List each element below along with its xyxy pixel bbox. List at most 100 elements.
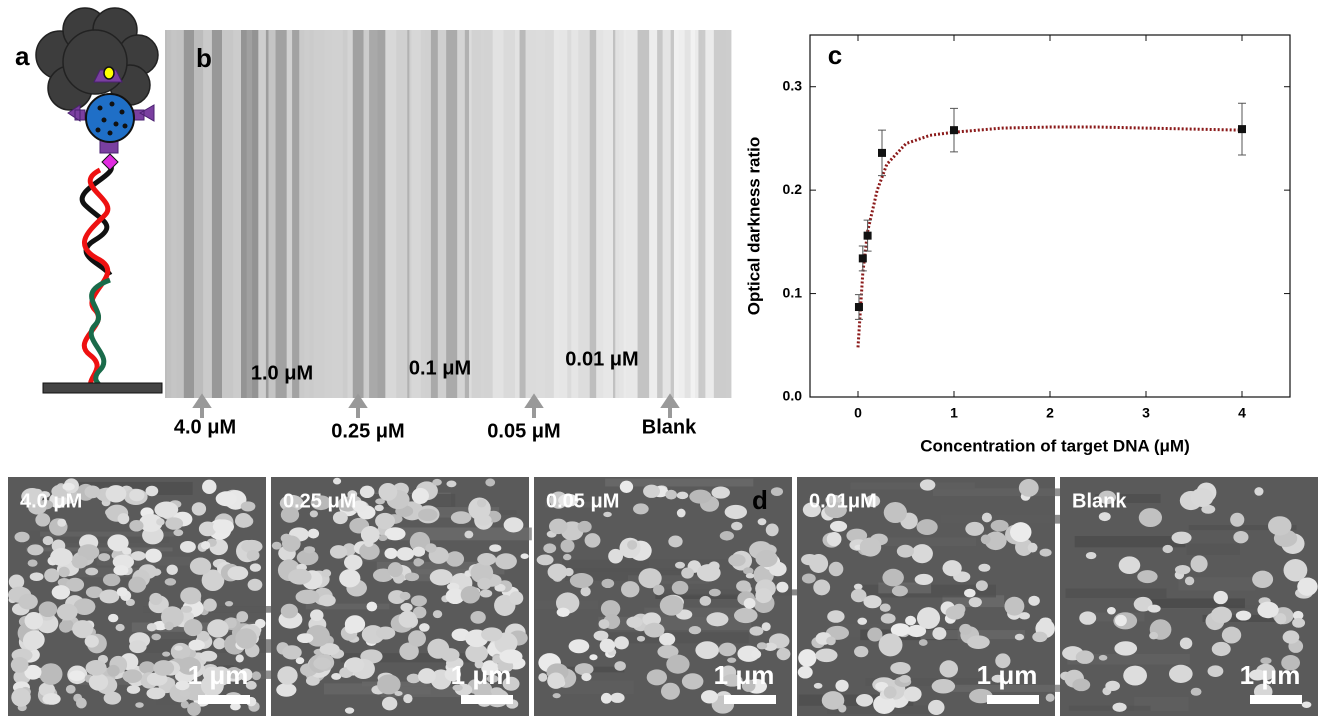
data-point bbox=[858, 254, 867, 263]
particle bbox=[826, 636, 836, 646]
particle bbox=[547, 672, 565, 689]
strip-band bbox=[347, 30, 354, 398]
strip-band bbox=[649, 30, 658, 398]
particle bbox=[113, 565, 129, 576]
particle bbox=[733, 607, 758, 624]
strip-band bbox=[377, 30, 386, 398]
plot-frame bbox=[809, 34, 1291, 398]
particle bbox=[226, 667, 242, 679]
particle bbox=[824, 502, 847, 519]
arrow bbox=[348, 393, 368, 418]
particle bbox=[332, 511, 348, 525]
particle bbox=[676, 491, 689, 500]
particle bbox=[975, 580, 988, 591]
particle bbox=[404, 572, 420, 582]
particle bbox=[681, 673, 704, 690]
particle bbox=[919, 479, 936, 491]
strip-label: 0.05 μM bbox=[487, 420, 560, 442]
strip-band bbox=[678, 30, 686, 398]
particle bbox=[659, 595, 684, 616]
particle bbox=[736, 580, 751, 592]
particle bbox=[409, 531, 431, 553]
particle bbox=[538, 673, 548, 682]
particle bbox=[189, 557, 212, 575]
particle bbox=[329, 545, 348, 559]
texture-band bbox=[655, 593, 764, 599]
particle bbox=[364, 540, 374, 548]
particle bbox=[245, 680, 257, 690]
particle bbox=[600, 600, 621, 618]
particle bbox=[1190, 555, 1208, 573]
strip-band bbox=[437, 30, 447, 398]
particle bbox=[1045, 693, 1055, 702]
particle bbox=[235, 654, 244, 663]
particle bbox=[728, 554, 746, 567]
particle bbox=[802, 502, 821, 518]
particle bbox=[826, 531, 842, 547]
particle bbox=[581, 672, 592, 682]
particle bbox=[756, 642, 768, 650]
strip-label: 1.0 μM bbox=[251, 362, 313, 384]
particle bbox=[745, 573, 755, 579]
particle bbox=[911, 544, 933, 564]
strip-band bbox=[352, 30, 365, 398]
particle bbox=[846, 528, 868, 543]
particle bbox=[643, 484, 661, 498]
texture-band bbox=[380, 686, 484, 698]
particle bbox=[154, 501, 179, 518]
particle bbox=[1292, 617, 1306, 628]
particle bbox=[50, 548, 73, 566]
particle bbox=[798, 649, 817, 667]
particle bbox=[313, 657, 332, 670]
texture-band bbox=[661, 589, 813, 596]
particle bbox=[27, 544, 44, 556]
particle bbox=[378, 482, 398, 501]
particle bbox=[883, 686, 897, 699]
particle bbox=[122, 669, 143, 683]
scale-bar bbox=[1250, 695, 1302, 704]
particle bbox=[281, 535, 301, 552]
particle bbox=[665, 489, 677, 500]
particle bbox=[503, 517, 524, 533]
texture-band bbox=[1084, 612, 1145, 622]
particle bbox=[279, 494, 304, 512]
particle bbox=[563, 553, 572, 561]
particle bbox=[277, 666, 298, 685]
particle bbox=[318, 594, 336, 607]
arrow bbox=[524, 393, 544, 418]
particle bbox=[481, 627, 503, 642]
particle bbox=[801, 573, 816, 584]
strip-band bbox=[420, 30, 426, 398]
particle bbox=[476, 498, 487, 508]
strip-band bbox=[603, 30, 614, 398]
particle bbox=[146, 623, 157, 632]
particle bbox=[68, 670, 85, 682]
x-tick-label: 0 bbox=[854, 405, 862, 421]
strip-band bbox=[324, 30, 333, 398]
strip-band bbox=[637, 30, 650, 398]
particle bbox=[103, 691, 122, 705]
particle bbox=[653, 584, 665, 596]
particle bbox=[708, 561, 720, 571]
particle bbox=[201, 569, 225, 592]
panel-label: d bbox=[752, 485, 768, 515]
particle bbox=[1254, 487, 1264, 496]
particle bbox=[1179, 637, 1193, 650]
particle bbox=[865, 494, 881, 508]
particle bbox=[1281, 655, 1300, 671]
particle bbox=[381, 696, 398, 711]
particle bbox=[620, 581, 640, 598]
strip-band bbox=[657, 30, 661, 398]
particle bbox=[499, 649, 523, 664]
strip-band bbox=[171, 30, 177, 398]
particle bbox=[978, 563, 991, 572]
particle bbox=[873, 694, 896, 714]
particle bbox=[485, 478, 496, 487]
particle bbox=[400, 602, 413, 612]
particle bbox=[344, 615, 366, 634]
particle bbox=[980, 534, 991, 545]
texture-band bbox=[860, 629, 958, 641]
particle bbox=[175, 680, 190, 691]
strip-band bbox=[313, 30, 325, 398]
particle bbox=[27, 559, 38, 567]
